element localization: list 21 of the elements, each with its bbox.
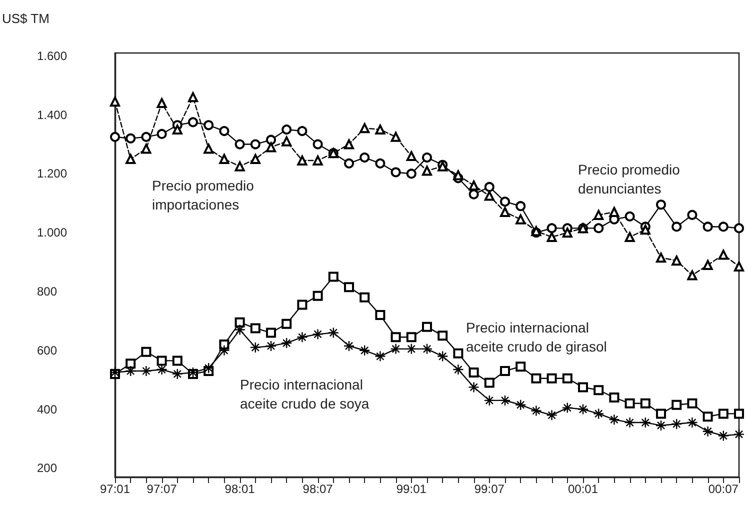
y-tick-label: 1.600 (37, 48, 68, 63)
x-tick-label: 97:01 (100, 482, 130, 496)
y-tick-label: 1.200 (37, 166, 68, 181)
x-tick-label: 99:07 (474, 482, 505, 496)
x-tick-label: 99:01 (396, 482, 427, 496)
x-tick-label: 97:07 (146, 482, 178, 496)
x-tick-label: 00:01 (568, 482, 598, 496)
y-tick-label: 1.000 (37, 226, 68, 240)
series-label: Precio internacional aceite crudo de soya (240, 376, 370, 412)
y-tick-label: 400 (37, 402, 58, 416)
y-tick-label: 200 (37, 461, 58, 476)
y-tick-label: 800 (37, 284, 58, 298)
y-tick-label: 600 (37, 343, 58, 358)
x-tick-label: 00:07 (708, 482, 739, 496)
series-label: Precio internacional aceite crudo de girasol (466, 320, 607, 354)
y-tick-label: 1.400 (37, 108, 68, 122)
x-tick-label: 98:01 (224, 482, 256, 496)
series-label: Precio promedio denunciantes (578, 162, 680, 196)
x-tick-label: 98:07 (302, 482, 334, 496)
series-label: Precio promedio importaciones (152, 178, 254, 212)
y-axis-title: US$ TM (2, 11, 50, 26)
